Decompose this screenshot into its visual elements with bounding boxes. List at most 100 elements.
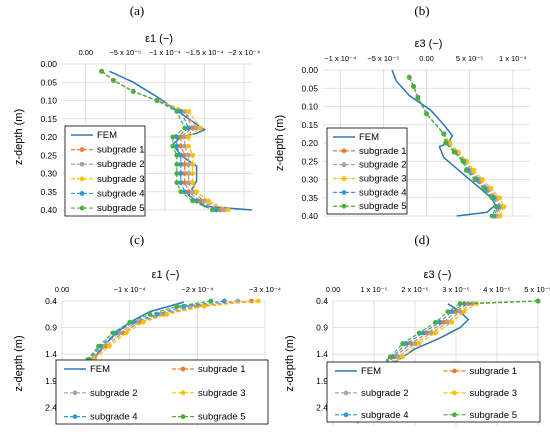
data-point xyxy=(174,152,180,158)
y-tick-label: 0.05 xyxy=(301,83,318,93)
data-point xyxy=(182,143,188,149)
legend-entry: subgrade 2 xyxy=(90,388,138,399)
x-tick-label: −5 x 10⁻⁵ xyxy=(109,48,141,57)
legend-marker xyxy=(452,412,457,418)
data-point xyxy=(178,171,184,176)
panel-label: (a) xyxy=(130,3,144,18)
legend-entry: subgrade 5 xyxy=(359,201,407,212)
data-point xyxy=(190,161,196,167)
data-point xyxy=(140,319,146,325)
data-point xyxy=(178,161,184,167)
data-point xyxy=(174,134,180,140)
data-point xyxy=(420,330,426,336)
data-point xyxy=(388,354,393,360)
legend-entry: FEM xyxy=(97,130,117,141)
data-point xyxy=(174,171,180,176)
data-point xyxy=(415,94,421,100)
series-line-subgrade-3 xyxy=(350,300,539,419)
legend-marker xyxy=(180,414,186,420)
data-point xyxy=(106,343,112,349)
legend-entry: subgrade 3 xyxy=(198,388,246,399)
x-tick-label: −1 x 10⁻⁴ xyxy=(149,48,181,57)
data-point xyxy=(174,180,180,186)
data-point xyxy=(186,125,192,131)
data-point xyxy=(194,189,199,195)
data-point xyxy=(493,204,499,210)
panel-2: (b) ε3 (−) z-depth (m) 0.00 0.05 0.10 0.15 0.20… xyxy=(274,3,530,221)
y-tick-label: 0.4 xyxy=(316,296,328,306)
legend-marker xyxy=(79,147,85,153)
y-tick-label: 0.4 xyxy=(45,296,57,306)
data-point xyxy=(190,180,196,186)
data-point xyxy=(497,213,503,219)
y-tick-label: 0.9 xyxy=(45,323,57,333)
x-axis-title: ε3 (−) xyxy=(424,269,452,281)
legend-entry: FEM xyxy=(359,132,379,143)
data-point xyxy=(164,311,170,317)
legend-marker xyxy=(341,162,347,168)
data-point xyxy=(497,195,503,201)
legend-entry: subgrade 1 xyxy=(198,364,246,375)
data-point xyxy=(424,111,429,117)
legend-entry: subgrade 3 xyxy=(97,174,145,185)
series-line-subgrade-5 xyxy=(67,300,211,419)
legend-entry: subgrade 4 xyxy=(361,410,409,421)
legend: FEM subgrade 1 subgrade 2 subgrade 3 subgrad… xyxy=(64,125,146,217)
y-axis-title: z-depth (m) xyxy=(284,335,296,391)
data-point xyxy=(178,143,184,149)
data-point xyxy=(443,140,448,146)
y-tick-label: 0.20 xyxy=(301,138,318,148)
data-point xyxy=(460,158,466,164)
legend-box xyxy=(55,359,269,425)
data-point xyxy=(472,177,478,182)
x-tick-label: 2 x 10⁻⁵ xyxy=(401,285,429,294)
data-point xyxy=(198,125,203,131)
series-line-subgrade-5 xyxy=(408,77,498,217)
legend: FEM subgrade 1 subgrade 2 subgrade 3 subgrad… xyxy=(326,361,541,423)
series-line-subgrade-4 xyxy=(408,77,499,217)
data-point xyxy=(208,298,214,304)
x-tick-label: 5 x 10⁻⁵ xyxy=(524,285,550,294)
data-point xyxy=(182,189,188,195)
data-point xyxy=(411,84,416,89)
x-tick-label: −5 x 10⁻⁵ xyxy=(367,54,399,63)
y-tick-label: 0.25 xyxy=(301,156,318,166)
data-point xyxy=(190,125,196,131)
data-point xyxy=(221,207,227,213)
series-line-subgrade-4 xyxy=(101,70,217,211)
y-tick-label: 0.15 xyxy=(301,120,318,130)
data-point xyxy=(445,309,451,315)
y-tick-label: 0.35 xyxy=(301,193,318,203)
legend-entry: FEM xyxy=(90,364,110,375)
legend-marker xyxy=(72,414,78,420)
data-point xyxy=(111,78,116,83)
x-tick-label: 0.00 xyxy=(419,54,434,63)
data-point xyxy=(186,134,192,140)
x-tick-label: −1 x 10⁻⁴ xyxy=(324,54,356,63)
legend-marker xyxy=(79,205,85,211)
panel-label: (b) xyxy=(414,3,429,18)
y-tick-label: 0.00 xyxy=(40,59,57,69)
y-tick-label: 0.25 xyxy=(40,150,57,160)
legend-entry: subgrade 2 xyxy=(359,160,407,171)
panel-label: (d) xyxy=(414,232,429,247)
legend: FEM subgrade 1 subgrade 2 subgrade 3 subgrad… xyxy=(55,359,269,425)
data-point xyxy=(170,134,176,140)
legend-entry: subgrade 2 xyxy=(97,159,145,170)
x-tick-label: −1.5 x 10⁻⁴ xyxy=(185,48,223,57)
y-tick-label: 0.35 xyxy=(40,187,57,197)
data-point xyxy=(186,189,192,195)
x-tick-label: 0.00 xyxy=(78,48,93,57)
data-point xyxy=(437,319,442,325)
y-tick-label: 1.4 xyxy=(316,349,328,359)
y-tick-label: 0.00 xyxy=(301,65,318,75)
data-point xyxy=(225,207,231,213)
legend-entry: subgrade 5 xyxy=(198,412,246,423)
legend-marker xyxy=(343,390,349,396)
y-tick-label: 1.4 xyxy=(45,349,57,359)
y-tick-label: 2.4 xyxy=(45,402,57,412)
panel-4: (d) ε3 (−) z-depth (m) 0.4 0.9 1.4 1.9 2.4 0.00 1… xyxy=(284,232,550,426)
legend-entry: subgrade 2 xyxy=(361,388,409,399)
legend-marker xyxy=(79,161,85,167)
